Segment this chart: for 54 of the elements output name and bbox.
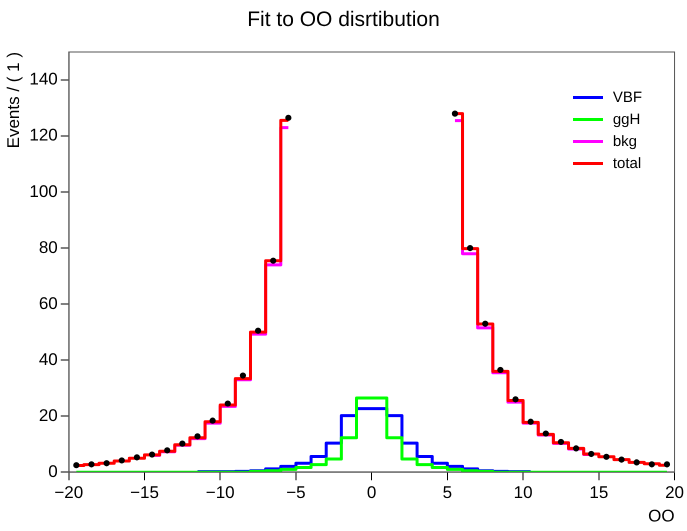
point [648, 461, 655, 468]
y-tick-label: 40 [38, 350, 58, 369]
point [134, 454, 140, 460]
point [618, 456, 625, 463]
point [88, 461, 95, 468]
x-tick-label: −15 [130, 483, 159, 502]
legend-label: VBF [612, 88, 642, 106]
point [148, 451, 156, 458]
chart-title: Fit to OO disrtibution [246, 8, 441, 32]
y-tick-label: 20 [38, 406, 58, 425]
x-tick-label: −5 [286, 483, 306, 502]
x-tick-label: 10 [514, 483, 533, 502]
x-tick-label: 5 [442, 483, 452, 502]
legend-label: bkg [612, 132, 637, 150]
point [224, 400, 231, 407]
point [254, 328, 262, 334]
legend-label: total [612, 154, 642, 172]
y-tick-label: 100 [29, 182, 58, 201]
point [118, 457, 125, 464]
point [164, 447, 170, 454]
x-tick-label: −20 [54, 483, 84, 502]
y-tick-label: 0 [48, 462, 58, 481]
point [664, 461, 670, 468]
x-axis-title: OO [648, 506, 675, 526]
point [466, 244, 474, 252]
x-tick-label: 20 [665, 483, 684, 502]
point [497, 366, 504, 374]
point [482, 320, 488, 327]
y-tick-label: 80 [38, 238, 58, 257]
y-tick-label: 140 [29, 70, 58, 89]
x-tick-label: 15 [589, 483, 608, 502]
point [573, 445, 580, 452]
point [452, 110, 458, 117]
point [528, 418, 534, 425]
point [270, 258, 276, 264]
point [603, 454, 610, 460]
x-tick-label: −10 [206, 483, 235, 502]
point [104, 460, 110, 466]
point [194, 433, 201, 440]
y-axis-title: Events / ( 1 ) [4, 52, 23, 148]
y-tick-label: 120 [29, 126, 58, 145]
legend-label: ggH [612, 110, 640, 128]
point [558, 438, 564, 446]
point [285, 114, 292, 121]
point [634, 459, 640, 466]
point [588, 450, 594, 458]
point [179, 440, 186, 447]
point [240, 372, 246, 379]
y-tick-label: 60 [38, 294, 58, 313]
x-tick-label: 0 [366, 483, 376, 502]
point [210, 418, 216, 424]
point [512, 396, 519, 402]
point [73, 462, 80, 468]
point [542, 430, 549, 437]
